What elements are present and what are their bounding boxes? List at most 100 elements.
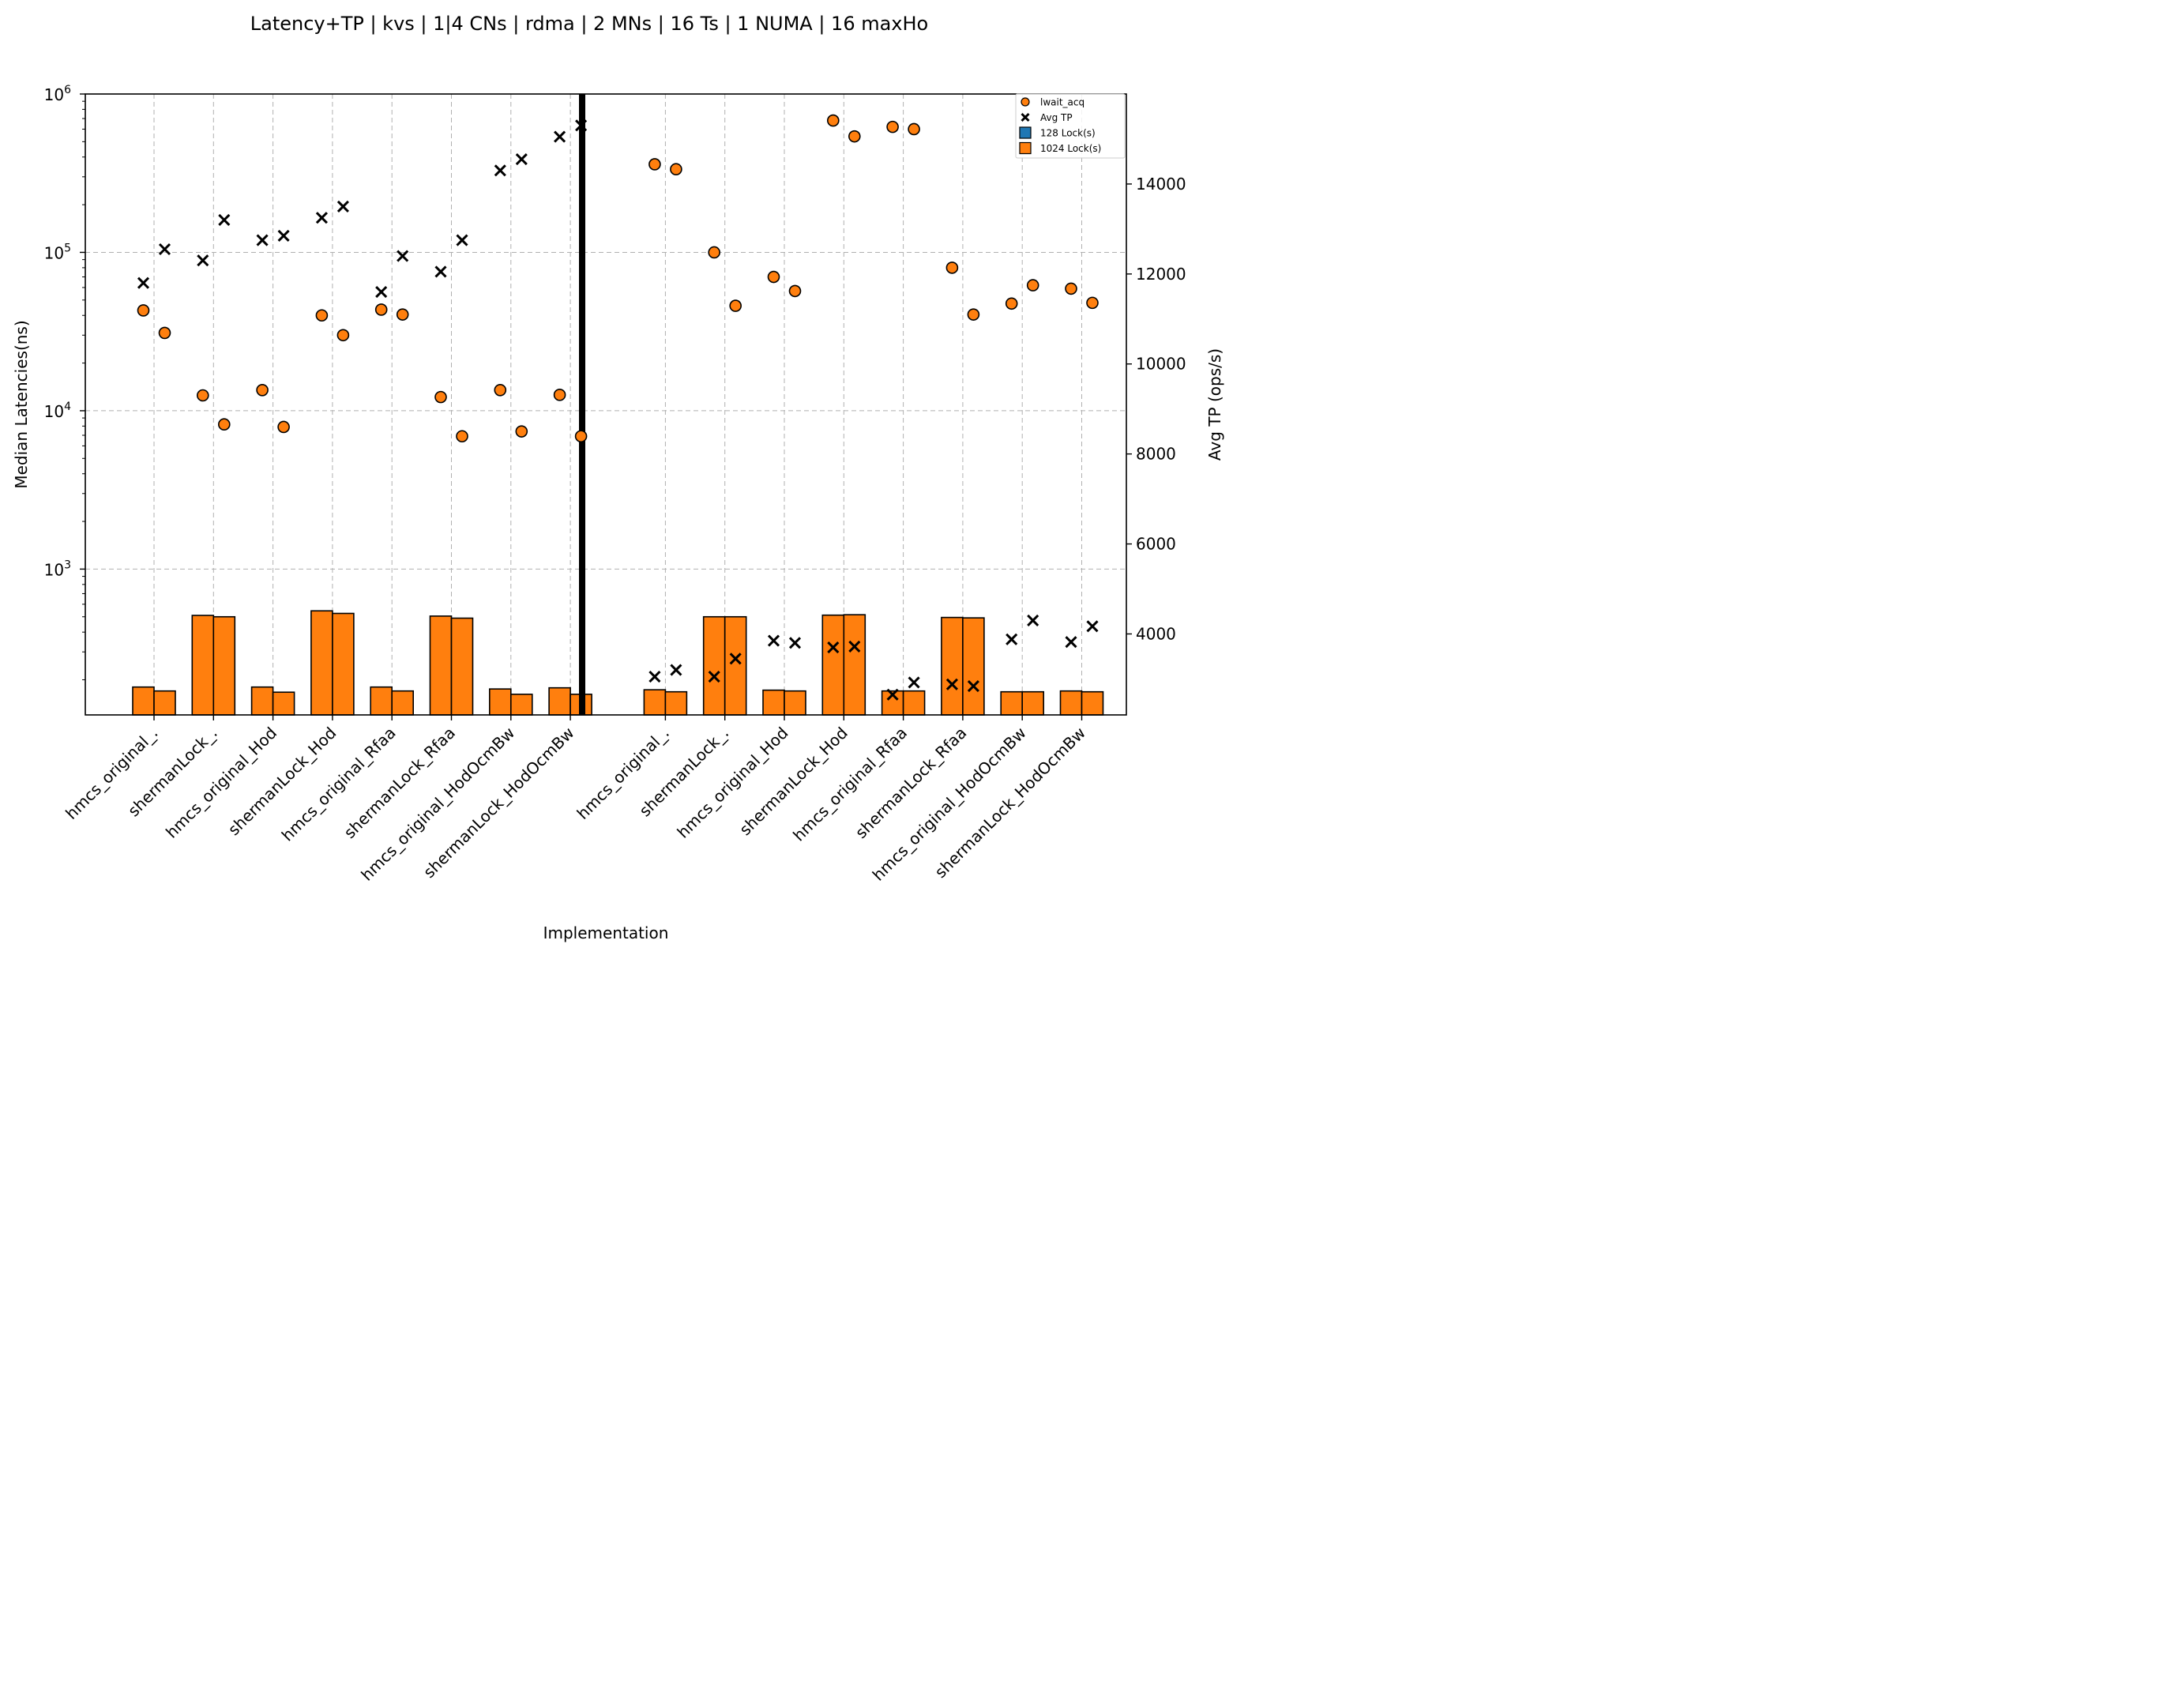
point-avg-tp (456, 234, 468, 246)
point-lwait-acq (137, 304, 150, 317)
point-lwait-acq (315, 309, 329, 322)
bar-1024-locks (191, 615, 215, 716)
bar-1024-locks (843, 614, 866, 716)
point-lwait-acq (374, 303, 388, 316)
plot-frame (85, 93, 1127, 716)
point-avg-tp (494, 164, 506, 177)
bar-1024-locks (1021, 690, 1044, 716)
legend-label: 1024 Lock(s) (1040, 143, 1101, 154)
bar-layer (132, 610, 1104, 716)
legend-label: lwait_acq (1040, 97, 1084, 108)
bar-1024-locks (1059, 690, 1083, 716)
point-lwait-acq (1005, 297, 1018, 310)
bar-1024-locks (821, 614, 845, 716)
bar-1024-locks (509, 694, 533, 716)
point-avg-tp (218, 213, 231, 227)
point-lwait-acq (515, 425, 528, 438)
point-avg-tp (277, 229, 290, 242)
legend-marker-circle (1021, 97, 1030, 107)
point-avg-tp (1086, 620, 1099, 633)
point-avg-tp (908, 676, 920, 689)
point-lwait-acq (827, 114, 840, 127)
point-avg-tp (708, 671, 720, 683)
chart-title: Latency+TP | kvs | 1|4 CNs | rdma | 2 MN… (250, 13, 929, 35)
point-lwait-acq (456, 430, 468, 443)
y-tick-label-left: 106 (44, 84, 71, 104)
y-tick-label-right: 10000 (1136, 355, 1186, 374)
point-avg-tp (848, 640, 861, 653)
point-lwait-acq (1026, 279, 1039, 291)
point-avg-tp (336, 200, 349, 213)
point-avg-tp (554, 130, 566, 143)
y-tick-label-right: 12000 (1136, 265, 1186, 284)
point-avg-tp (1065, 636, 1077, 649)
bar-1024-locks (250, 686, 274, 716)
chart-background (0, 0, 1235, 967)
bar-1024-locks (1000, 690, 1023, 716)
point-lwait-acq (434, 390, 447, 404)
point-avg-tp (197, 254, 209, 267)
bar-1024-locks (332, 612, 355, 716)
bar-1024-locks (784, 690, 806, 716)
y-tick-label-left: 103 (44, 559, 71, 579)
point-lwait-acq (670, 163, 682, 176)
bar-1024-locks (310, 610, 333, 716)
point-avg-tp (397, 250, 409, 262)
point-avg-tp (575, 119, 588, 132)
y-tick-label-left: 105 (44, 242, 71, 262)
legend-marker-x (1021, 112, 1030, 122)
bar-1024-locks (450, 617, 474, 716)
point-avg-tp (434, 265, 447, 278)
point-lwait-acq (886, 120, 899, 134)
point-avg-tp (945, 678, 958, 690)
y-axis-title-left: Median Latencies(ns) (12, 320, 31, 488)
point-lwait-acq (1086, 296, 1099, 310)
point-lwait-acq (767, 270, 780, 284)
y-tick-label-right: 8000 (1136, 445, 1176, 464)
bar-1024-locks (488, 688, 512, 716)
point-avg-tp (648, 671, 661, 683)
bar-1024-locks (962, 617, 985, 716)
bar-1024-locks (643, 689, 667, 716)
bar-1024-locks (1081, 690, 1104, 716)
point-lwait-acq (158, 326, 171, 340)
point-avg-tp (515, 153, 528, 166)
chart: Latency+TP | kvs | 1|4 CNs | rdma | 2 MN… (0, 0, 1235, 967)
legend-label: Avg TP (1040, 112, 1073, 123)
point-lwait-acq (553, 389, 566, 401)
point-lwait-acq (848, 130, 861, 143)
y-axis-title-right: Avg TP (ops/s) (1205, 348, 1224, 461)
bar-1024-locks (664, 690, 688, 716)
point-avg-tp (158, 243, 171, 256)
bar-1024-locks (941, 616, 964, 716)
bar-1024-locks (548, 686, 571, 716)
bar-1024-locks (762, 689, 785, 716)
bar-1024-locks (724, 615, 747, 716)
point-avg-tp (1006, 633, 1018, 645)
legend: lwait_acq Avg TP 128 Lock(s) 1024 Lock(s) (1015, 93, 1126, 159)
bar-1024-locks (212, 615, 236, 716)
point-avg-tp (670, 664, 682, 676)
marker-layer (137, 114, 1099, 701)
bar-1024-locks (702, 615, 726, 716)
point-lwait-acq (967, 308, 980, 321)
point-lwait-acq (1065, 282, 1077, 295)
point-avg-tp (767, 634, 780, 647)
legend-frame (1015, 93, 1126, 159)
point-lwait-acq (648, 158, 661, 171)
point-lwait-acq (574, 430, 588, 443)
point-lwait-acq (396, 308, 409, 321)
point-lwait-acq (256, 384, 269, 397)
bar-1024-locks (391, 690, 415, 716)
bar-1024-locks (272, 691, 295, 716)
point-lwait-acq (729, 299, 742, 312)
y-tick-label-right: 6000 (1136, 535, 1176, 554)
point-avg-tp (375, 286, 388, 299)
legend-marker-square (1019, 141, 1032, 155)
point-lwait-acq (708, 246, 721, 259)
point-avg-tp (256, 234, 269, 246)
point-lwait-acq (217, 418, 231, 431)
y-tick-label-left: 104 (44, 401, 71, 421)
bar-1024-locks (132, 686, 155, 716)
x-axis-title: Implementation (543, 923, 669, 942)
